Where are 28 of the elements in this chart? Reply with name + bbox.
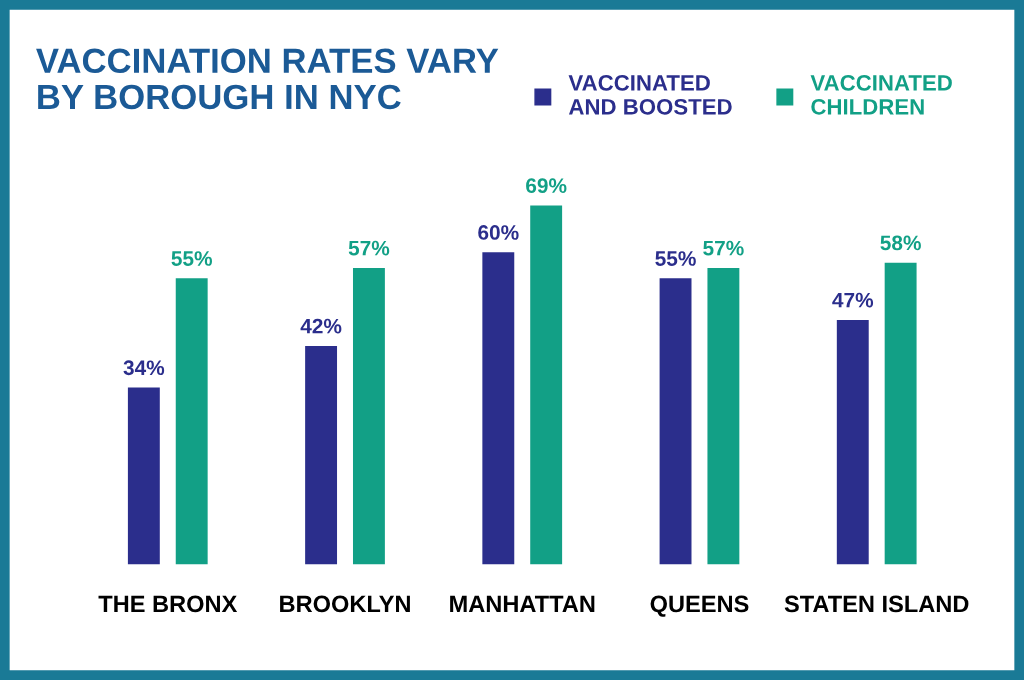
bar xyxy=(127,387,160,565)
data-label: 57% xyxy=(703,240,744,256)
legend-label: VACCINATED AND BOOSTED xyxy=(568,74,732,115)
x-tick-label: THE BRONX xyxy=(98,595,238,613)
bar xyxy=(482,252,515,565)
chart-title: VACCINATION RATES VARY BY BOROUGH IN NYC xyxy=(36,48,499,110)
data-label: 57% xyxy=(348,240,390,256)
x-tick-label: MANHATTAN xyxy=(450,595,595,613)
bar xyxy=(707,267,740,565)
data-label: 55% xyxy=(655,251,696,266)
bar xyxy=(884,262,917,565)
data-label: 60% xyxy=(478,225,519,240)
bar xyxy=(305,345,338,565)
x-tick-label: BROOKLYN xyxy=(280,595,410,613)
bar xyxy=(352,267,385,565)
bar xyxy=(659,278,692,565)
data-label: 55% xyxy=(171,251,212,266)
bar xyxy=(530,205,563,565)
data-label: 69% xyxy=(526,178,567,194)
x-tick-label: STATEN ISLAND xyxy=(784,595,969,613)
bar xyxy=(836,319,869,565)
data-label: 42% xyxy=(300,318,342,334)
data-label: 58% xyxy=(880,235,921,251)
data-label: 47% xyxy=(832,292,874,308)
data-label: 34% xyxy=(123,360,165,376)
x-tick-label: QUEENS xyxy=(650,595,749,617)
bar xyxy=(175,278,208,565)
legend-label: VACCINATED CHILDREN xyxy=(810,74,952,115)
